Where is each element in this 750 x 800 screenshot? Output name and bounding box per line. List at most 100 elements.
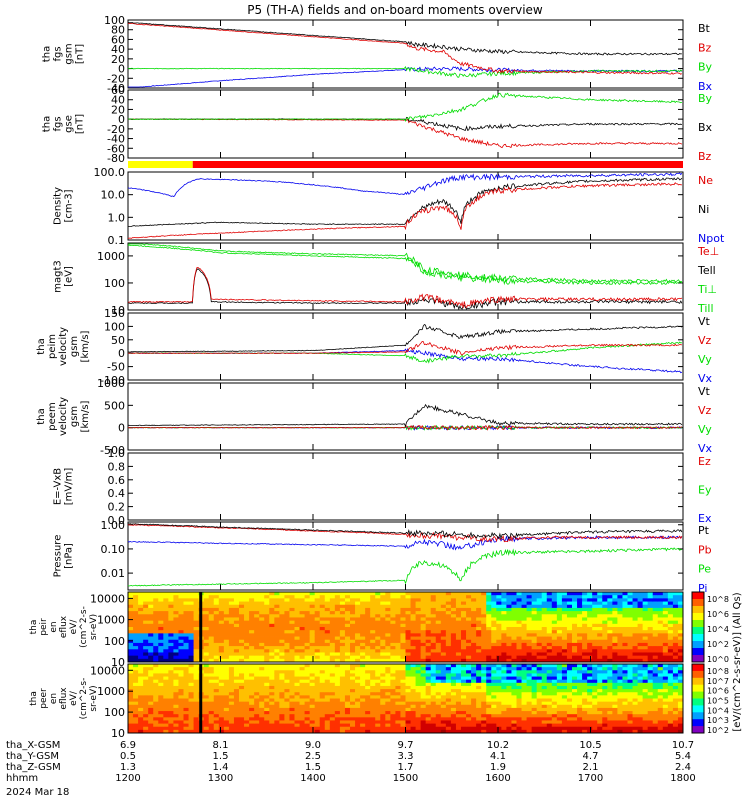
spectrogram-cell [425,627,432,631]
spectrogram-cell [153,617,159,622]
spectrogram-cell [516,658,522,663]
spectrogram-cell [410,698,416,703]
spectrogram-cell [138,726,144,731]
spectrogram-cell [556,673,563,677]
spectrogram-cell [213,614,220,618]
spectrogram-cell [233,679,240,684]
spectrogram-cell [223,617,230,622]
spectrogram-cell [622,592,628,596]
spectrogram-cell [496,670,502,674]
spectrogram-cell [425,601,432,606]
spectrogram-cell [592,595,598,599]
spectrogram-cell [420,614,427,618]
spectrogram-cell [582,670,588,674]
spectrogram-cell [203,676,210,681]
spectrogram-cell [344,676,351,681]
spectrogram-cell [218,595,225,599]
spectrogram-cell [637,595,644,599]
spectrogram-cell [607,592,613,596]
spectrogram-cell [521,692,527,696]
spectrogram-cell [511,655,517,660]
spectrogram-cell [572,689,578,693]
spectrogram-cell [244,646,250,650]
spectrogram-cell [455,726,462,731]
spectrogram-cell [566,617,573,622]
spectrogram-cell [269,701,275,706]
spectrogram-cell [435,676,442,681]
spectrogram-cell [304,726,311,731]
spectrogram-cell [208,714,215,718]
spectrogram-cell [299,598,305,602]
spectrogram-cell [551,658,558,663]
spectrogram-cell [531,717,538,721]
spectrogram-cell [289,679,295,684]
spectrogram-cell [400,639,406,644]
spectrogram-cell [577,636,583,641]
spectrogram-cell [672,623,679,628]
spectrogram-cell [652,642,659,647]
spectrogram-cell [551,692,558,696]
spectrogram-cell [355,717,361,721]
spectrogram-cell [405,692,411,696]
spectrogram-cell [501,714,507,718]
spectrogram-cell [128,658,134,663]
spectrogram-cell [168,667,174,671]
spectrogram-cell [380,720,386,724]
spectrogram-cell [304,673,311,677]
spectrogram-cell [541,707,548,712]
spectrogram-cell [390,620,396,625]
spectrogram-cell [274,642,280,647]
spectrogram-cell [405,685,411,690]
spectrogram-cell [188,646,194,650]
spectrogram-cell [344,664,351,668]
spectrogram-cell [264,667,270,671]
spectrogram-cell [577,673,583,677]
spectrogram-cell [339,642,346,647]
spectrogram-cell [657,595,664,599]
spectrogram-cell [471,646,477,650]
spectrogram-cell [632,617,638,622]
spectrogram-cell [324,667,331,671]
spectrogram-cell [450,717,457,721]
spectrogram-cell [299,620,305,625]
spectrogram-cell [496,682,502,687]
spectrogram-cell [375,595,381,599]
spectrogram-cell [435,598,442,602]
spectrogram-cell [637,592,644,596]
spectrogram-cell [148,623,154,628]
legend-Vx: Vx [698,442,713,455]
spectrogram-cell [471,664,477,668]
y-axis-label: tha peem velocity gsm [km/s] [36,397,91,436]
spectrogram-cell [466,670,472,674]
spectrogram-cell [370,695,376,699]
spectrogram-cell [370,604,376,609]
spectrogram-cell [551,639,558,644]
spectrogram-cell [314,607,321,612]
spectrogram-cell [677,617,684,622]
spectrogram-cell [506,614,512,618]
spectrogram-cell [627,636,633,641]
spectrogram-cell [677,652,684,657]
spectrogram-cell [244,664,250,668]
spectrogram-cell [471,627,477,631]
spectrogram-cell [546,682,553,687]
spectrogram-cell [466,685,472,690]
spectrogram-cell [244,723,250,728]
spectrogram-cell [536,607,543,612]
spectrogram-cell [612,676,618,681]
spectrogram-cell [541,670,548,674]
spectrogram-cell [228,692,235,696]
spectrogram-cell [430,607,437,612]
spectrogram-cell [425,701,432,706]
spectrogram-cell [279,658,285,663]
spectrogram-cell [481,627,487,631]
spectrogram-cell [309,679,316,684]
spectrogram-cell [385,729,391,734]
spectrogram-cell [133,655,139,660]
spectrogram-cell [461,704,467,709]
spectrogram-cell [249,604,255,609]
spectrogram-cell [259,658,265,663]
spectrogram-cell [254,664,260,668]
spectrogram-cell [360,692,366,696]
spectrogram-cell [188,670,194,674]
